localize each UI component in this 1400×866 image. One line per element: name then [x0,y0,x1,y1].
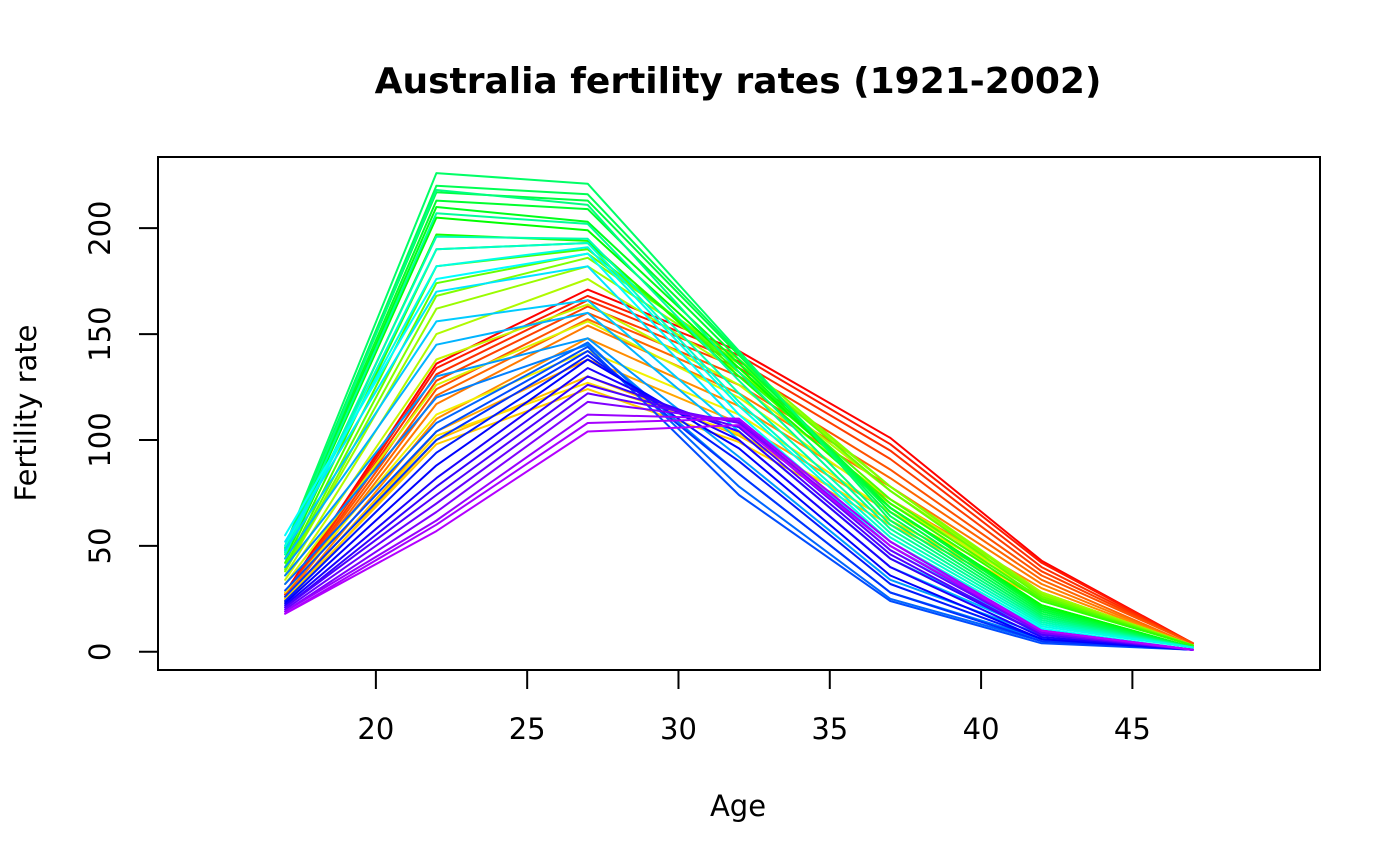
chart-title: Australia fertility rates (1921-2002) [375,61,1102,102]
x-tick-label: 45 [1114,712,1151,746]
series-lines [284,172,1194,651]
series-line-49 [284,400,1194,651]
series-line-34 [284,252,1194,651]
series-line-45 [284,367,1194,651]
x-tick-label: 20 [357,712,394,746]
series-line-31 [284,235,1194,649]
series-line-23 [284,216,1194,649]
series-line-42 [284,350,1194,651]
series-line-30 [284,212,1194,649]
y-tick-label: 150 [83,306,117,361]
x-axis-title: Age [710,789,766,823]
series-line-41 [284,345,1194,651]
series-line-24 [284,206,1194,649]
y-tick-label: 0 [83,643,117,661]
y-tick-label: 200 [83,200,117,255]
x-tick-label: 40 [963,712,1000,746]
x-tick-label: 35 [811,712,848,746]
series-line-3 [284,299,1194,645]
series-line-44 [284,358,1194,651]
y-tick-label: 50 [83,527,117,564]
series-line-52 [284,424,1194,651]
y-axis-title: Fertility rate [9,324,43,501]
x-axis: 20 25 30 35 40 45 [357,669,1151,746]
series-line-29 [284,189,1194,649]
y-tick-label: 100 [83,412,117,467]
x-tick-label: 25 [509,712,546,746]
series-line-47 [284,383,1194,651]
series-line-27 [284,184,1194,649]
series-line-25 [284,199,1194,649]
y-axis: 0 50 100 150 200 [83,200,159,661]
series-line-32 [284,242,1194,649]
x-tick-label: 30 [660,712,697,746]
series-line-33 [284,246,1194,649]
series-line-28 [284,172,1194,649]
